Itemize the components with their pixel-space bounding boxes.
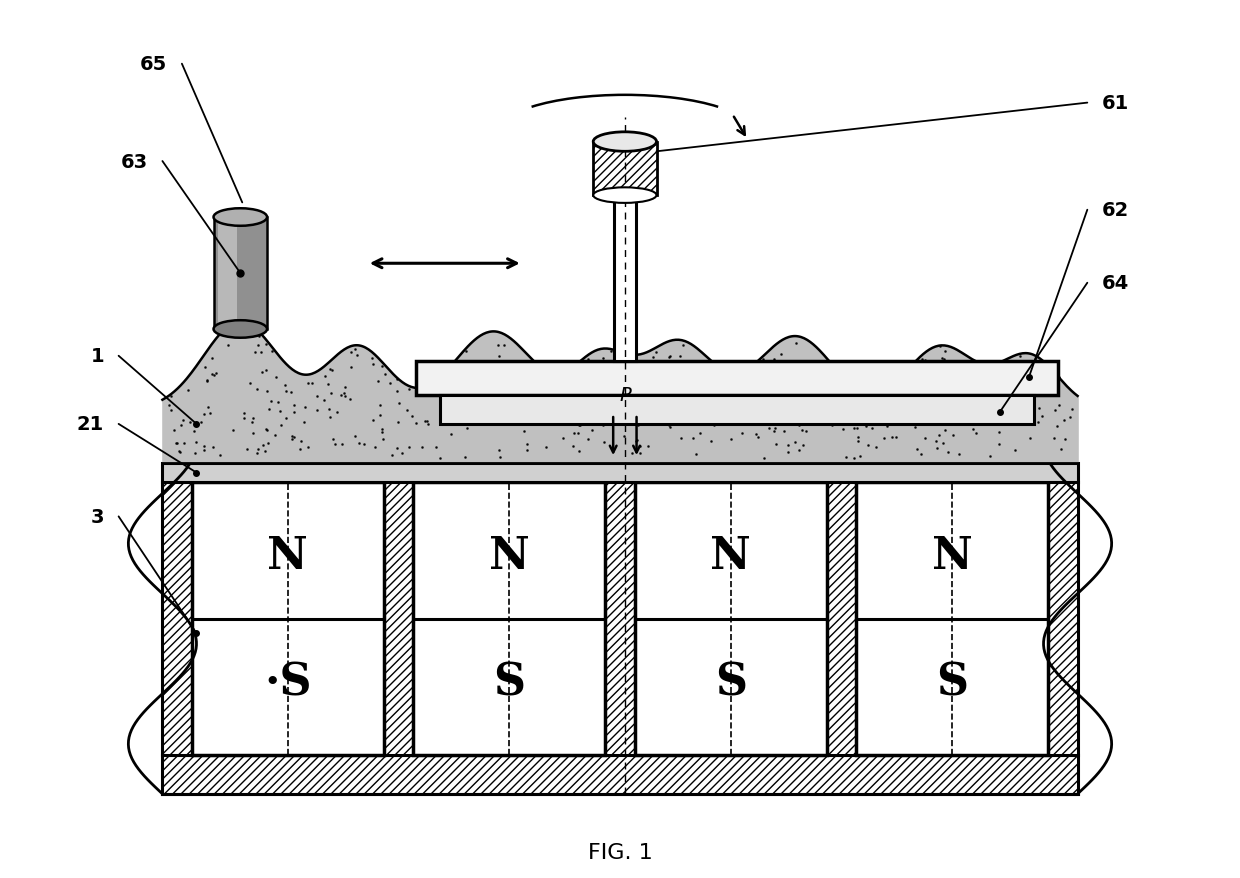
- Bar: [162, 755, 1078, 794]
- Text: N: N: [489, 534, 529, 577]
- Text: 64: 64: [1102, 274, 1130, 293]
- Text: 61: 61: [1102, 94, 1130, 113]
- Bar: [162, 483, 1078, 755]
- Bar: [218, 223, 237, 325]
- Text: N: N: [931, 534, 972, 577]
- Ellipse shape: [213, 209, 267, 227]
- Text: FIG. 1: FIG. 1: [588, 842, 652, 862]
- Text: N: N: [711, 534, 751, 577]
- Bar: [440, 395, 1034, 424]
- Bar: [593, 142, 656, 196]
- Bar: [635, 483, 827, 755]
- Text: S: S: [714, 660, 746, 703]
- Text: P: P: [619, 386, 631, 405]
- Text: 21: 21: [77, 415, 104, 434]
- Bar: [415, 361, 1058, 395]
- Text: S: S: [494, 660, 526, 703]
- Bar: [213, 218, 267, 329]
- Text: 1: 1: [91, 347, 104, 366]
- Text: S: S: [936, 660, 968, 703]
- Ellipse shape: [213, 320, 267, 338]
- Text: ·S: ·S: [264, 660, 311, 703]
- Text: 62: 62: [1102, 201, 1130, 220]
- Bar: [192, 483, 384, 755]
- Text: N: N: [268, 534, 309, 577]
- Bar: [413, 483, 605, 755]
- Text: 3: 3: [91, 507, 104, 526]
- Bar: [162, 464, 1078, 483]
- Text: 63: 63: [120, 153, 148, 171]
- Ellipse shape: [593, 188, 656, 204]
- Bar: [856, 483, 1048, 755]
- Text: 65: 65: [140, 55, 167, 74]
- Ellipse shape: [593, 133, 656, 152]
- Bar: [614, 186, 636, 361]
